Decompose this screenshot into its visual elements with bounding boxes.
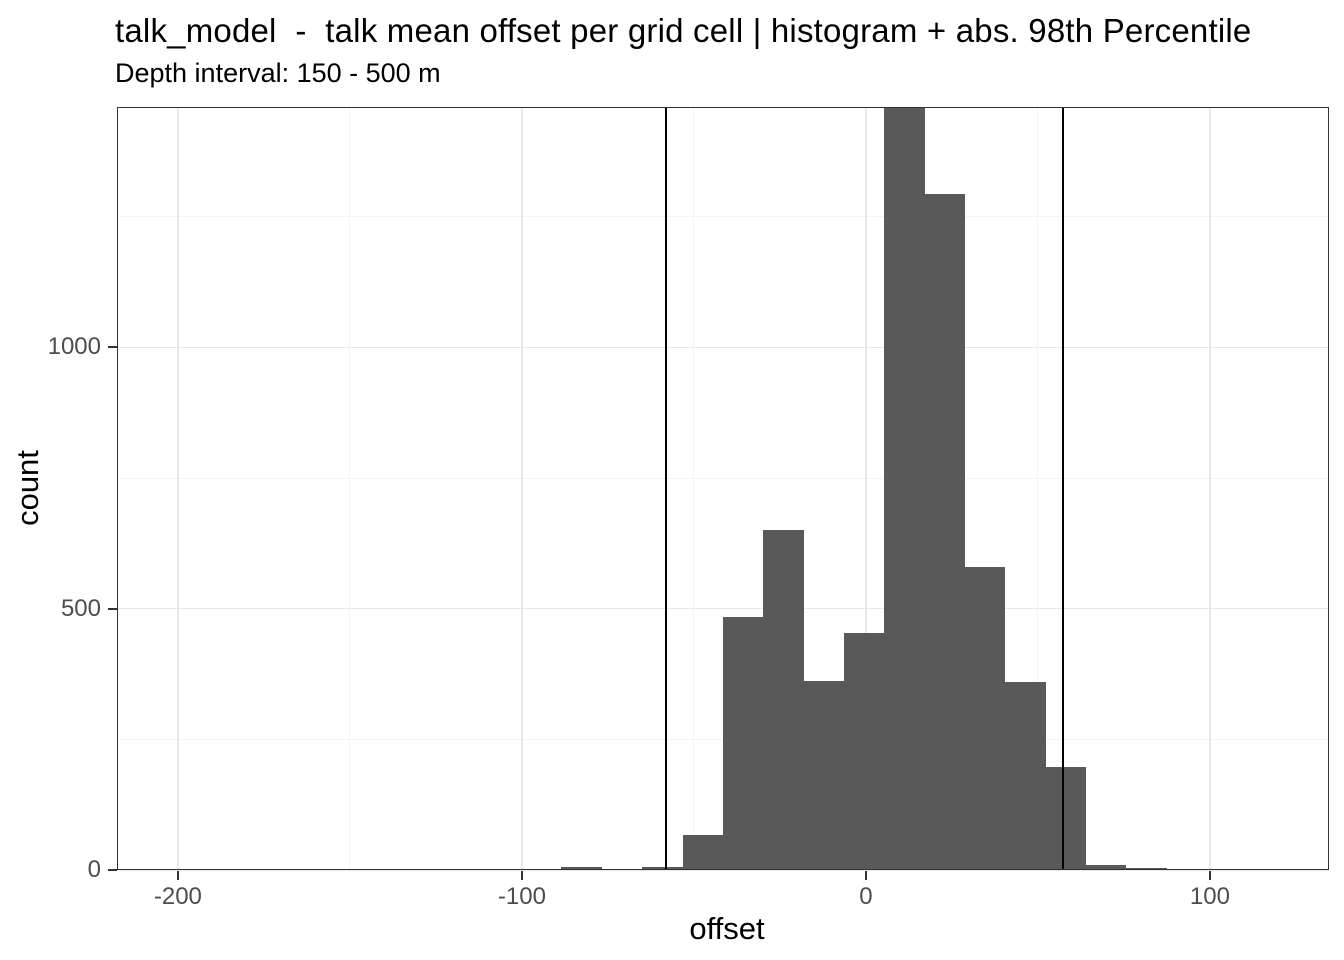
gridline-y-major <box>117 346 1329 349</box>
x-axis-title: offset <box>689 911 765 946</box>
x-tick-label: 0 <box>859 883 873 910</box>
histogram-bar <box>682 834 723 870</box>
gridline-x-major <box>1209 107 1211 870</box>
gridline-x-major <box>865 107 867 870</box>
percentile-line <box>1062 107 1065 870</box>
y-tick-label: 500 <box>60 594 101 622</box>
gridline-y-minor <box>117 477 1329 479</box>
y-tick-label: 1000 <box>47 333 101 361</box>
histogram-bar <box>1045 767 1087 870</box>
gridline-x-minor <box>349 107 351 870</box>
gridline-x-major <box>521 107 523 870</box>
x-axis-tick <box>176 871 179 880</box>
y-axis-title: count <box>10 450 45 526</box>
histogram-bar <box>763 530 804 870</box>
x-tick-label: -100 <box>497 883 546 910</box>
y-tick-label: 0 <box>87 856 101 883</box>
histogram-bar <box>561 867 602 870</box>
histogram-bar <box>843 633 885 870</box>
histogram-bar <box>1166 869 1208 870</box>
percentile-line <box>664 107 667 870</box>
y-axis-tick <box>108 346 117 349</box>
y-axis-tick <box>108 869 117 871</box>
gridline-x-major <box>177 107 179 870</box>
gridline-x-minor <box>1037 107 1039 870</box>
x-axis-tick <box>1208 871 1211 880</box>
gridline-x-minor <box>693 107 695 870</box>
plot-title: talk_model - talk mean offset per grid c… <box>115 12 1252 49</box>
histogram-bar <box>924 193 966 870</box>
histogram-bar <box>641 867 683 870</box>
x-axis-tick <box>864 871 867 880</box>
y-axis-tick <box>108 607 117 610</box>
histogram-bar <box>601 868 642 870</box>
x-tick-label: 100 <box>1189 883 1230 910</box>
histogram-bar <box>803 681 844 870</box>
gridline-y-minor <box>117 216 1329 218</box>
histogram-bar <box>1004 682 1046 870</box>
histogram-bar <box>1086 864 1127 870</box>
histogram-bar <box>884 107 925 870</box>
x-axis-tick <box>520 871 523 880</box>
histogram-bar <box>722 617 764 870</box>
plot-subtitle: Depth interval: 150 - 500 m <box>115 58 441 88</box>
x-tick-label: -200 <box>153 883 202 910</box>
histogram-bar <box>965 567 1005 870</box>
gridline-y-major <box>117 869 1329 871</box>
gridline-y-major <box>117 607 1329 610</box>
histogram-bar <box>1126 868 1167 870</box>
